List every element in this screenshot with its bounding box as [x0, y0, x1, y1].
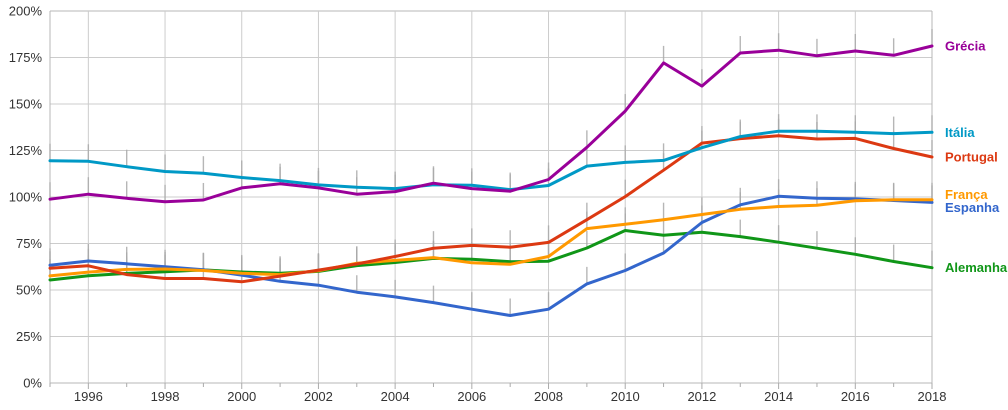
series-label-franca: França	[945, 187, 988, 202]
x-axis-label: 2008	[534, 389, 563, 404]
series-label-espanha: Espanha	[945, 200, 1000, 215]
x-axis-label: 2012	[687, 389, 716, 404]
series-line-franca[interactable]	[48, 198, 934, 278]
y-axis-label: 200%	[9, 4, 43, 19]
series-label-grecia: Grécia	[945, 38, 986, 53]
y-axis-label: 75%	[16, 236, 42, 251]
y-axis-label: 25%	[16, 329, 42, 344]
x-axis-label: 2006	[457, 389, 486, 404]
series-label-alemanha: Alemanha	[945, 260, 1008, 275]
x-axis-label: 2014	[764, 389, 793, 404]
series-label-italia: Itália	[945, 125, 975, 140]
y-axis-label: 125%	[9, 143, 43, 158]
x-axis-label: 1998	[151, 389, 180, 404]
y-axis-label: 150%	[9, 97, 43, 112]
series-line-alemanha[interactable]	[48, 229, 934, 282]
x-axis-label: 2004	[381, 389, 410, 404]
series-line-portugal[interactable]	[48, 134, 934, 284]
x-axis-label: 2000	[227, 389, 256, 404]
x-axis-label: 2002	[304, 389, 333, 404]
y-axis-label: 0%	[23, 376, 42, 391]
series-line-grecia[interactable]	[48, 44, 934, 204]
x-axis-label: 1996	[74, 389, 103, 404]
y-axis-label: 50%	[16, 283, 42, 298]
x-axis-label: 2016	[841, 389, 870, 404]
series-label-portugal: Portugal	[945, 150, 998, 165]
x-axis-label: 2010	[611, 389, 640, 404]
y-axis-label: 100%	[9, 190, 43, 205]
x-axis-label: 2018	[918, 389, 947, 404]
series-line-italia[interactable]	[48, 129, 934, 192]
y-axis-label: 175%	[9, 50, 43, 65]
series-line-espanha[interactable]	[48, 194, 934, 317]
